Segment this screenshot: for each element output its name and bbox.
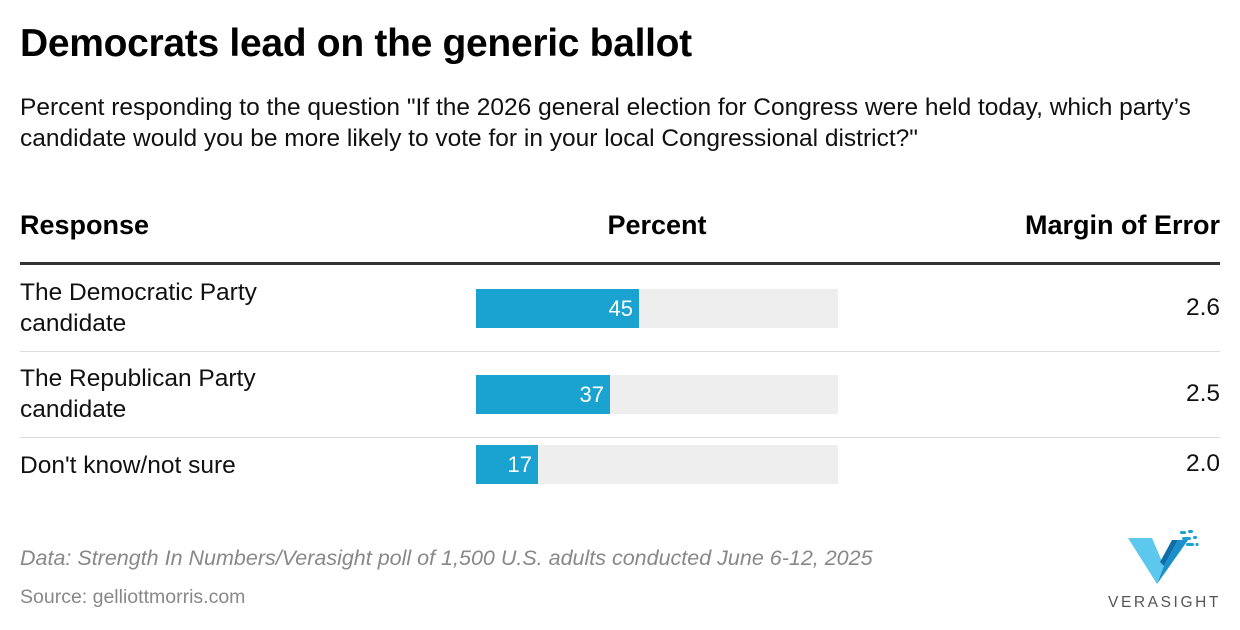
- percent-bar: [476, 375, 610, 414]
- percent-bar: [476, 445, 538, 484]
- chart-subtitle: Percent responding to the question "If t…: [20, 94, 1191, 152]
- table-row: The Democratic Party candidate 45 2.6: [20, 277, 1220, 351]
- data-note: Data: Strength In Numbers/Verasight poll…: [20, 546, 873, 570]
- percent-value: 17: [507, 452, 532, 477]
- row-divider: [20, 351, 1220, 352]
- verasight-v-logo-icon: [1128, 530, 1199, 584]
- table-row: Don't know/not sure 17 2.0: [20, 445, 1220, 488]
- header-rule: [20, 262, 1220, 265]
- moe-value: 2.5: [1185, 380, 1220, 407]
- table-row: The Republican Party candidate 37 2.5: [20, 363, 1220, 437]
- column-header-response: Response: [20, 210, 150, 240]
- bar-track: 37: [476, 375, 838, 414]
- response-label: Don't know/not sure: [20, 452, 236, 479]
- row-divider: [20, 437, 1220, 438]
- percent-bar: [476, 289, 639, 328]
- column-header-percent: Percent: [607, 210, 707, 240]
- moe-value: 2.6: [1185, 294, 1220, 321]
- source-link[interactable]: Source: gelliottmorris.com: [20, 586, 246, 608]
- chart-title: Democrats lead on the generic ballot: [20, 22, 692, 65]
- response-label: The Democratic Party candidate: [20, 279, 257, 337]
- percent-value: 37: [579, 382, 604, 407]
- percent-value: 45: [608, 296, 633, 321]
- moe-value: 2.0: [1185, 450, 1220, 477]
- verasight-logo: VERASIGHT: [1108, 526, 1220, 616]
- bar-track: 45: [476, 289, 838, 328]
- response-label: The Republican Party candidate: [20, 365, 256, 423]
- column-header-moe: Margin of Error: [1024, 210, 1220, 240]
- bar-track: 17: [476, 445, 838, 484]
- logo-wordmark: VERASIGHT: [1108, 594, 1221, 611]
